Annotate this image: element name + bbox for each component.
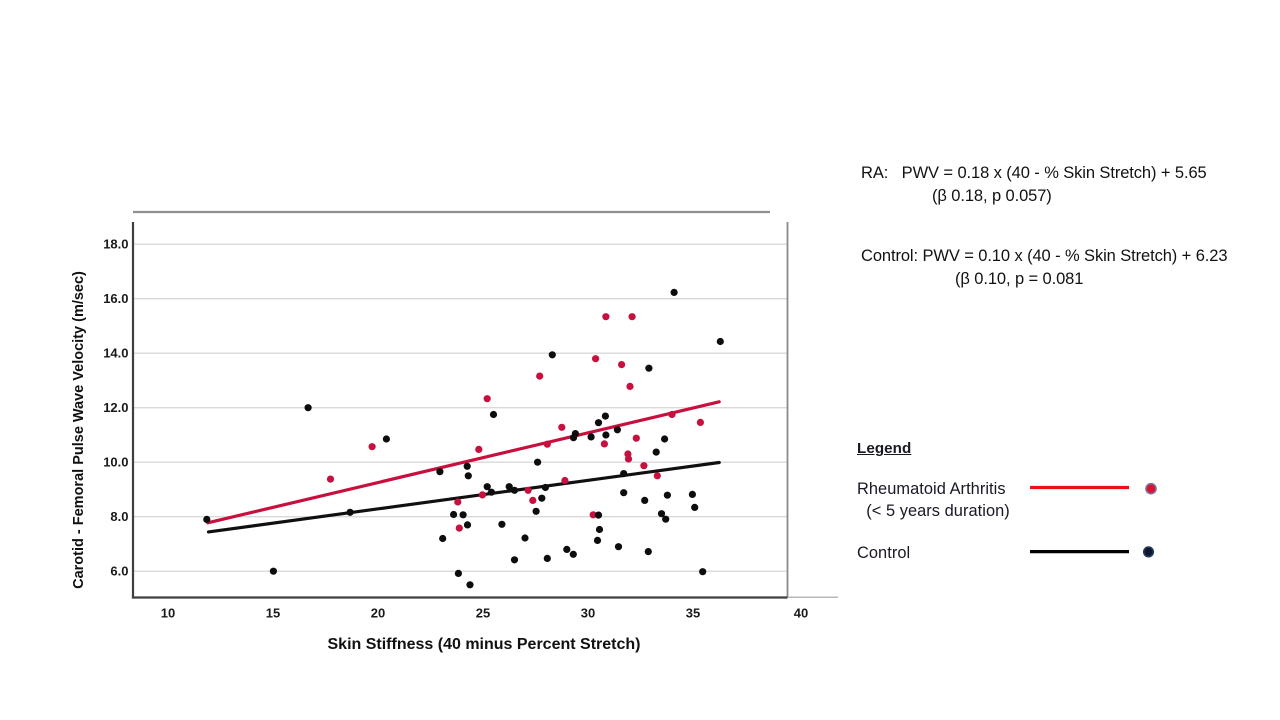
svg-text:12.0: 12.0 <box>103 400 128 415</box>
svg-text:30: 30 <box>581 606 595 621</box>
svg-text:Skin Stiffness (40 minus Perce: Skin Stiffness (40 minus Percent Stretch… <box>328 636 641 653</box>
svg-text:25: 25 <box>476 606 490 621</box>
svg-text:35: 35 <box>686 606 700 621</box>
svg-text:10: 10 <box>161 606 175 621</box>
svg-text:40: 40 <box>794 606 808 621</box>
svg-text:14.0: 14.0 <box>103 346 128 361</box>
svg-text:Carotid - Femoral Pulse Wave V: Carotid - Femoral Pulse Wave Velocity (m… <box>71 271 87 589</box>
svg-text:16.0: 16.0 <box>103 291 128 306</box>
svg-text:6.0: 6.0 <box>110 564 128 579</box>
svg-text:8.0: 8.0 <box>110 509 128 524</box>
svg-text:20: 20 <box>371 606 385 621</box>
svg-text:10.0: 10.0 <box>103 455 128 470</box>
svg-text:18.0: 18.0 <box>103 237 128 252</box>
svg-text:15: 15 <box>266 606 280 621</box>
